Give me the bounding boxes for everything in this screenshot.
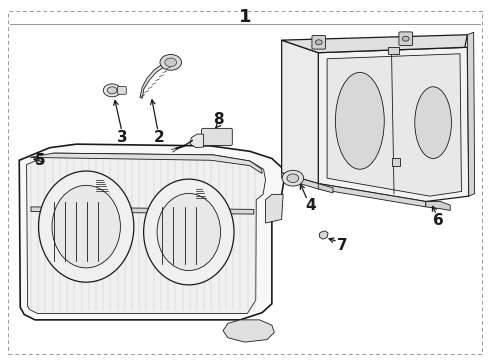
Circle shape	[402, 36, 409, 41]
Polygon shape	[282, 40, 319, 184]
FancyBboxPatch shape	[388, 47, 399, 54]
Polygon shape	[140, 62, 171, 98]
Text: 2: 2	[154, 130, 165, 145]
Circle shape	[160, 54, 181, 70]
Polygon shape	[223, 320, 274, 342]
FancyBboxPatch shape	[392, 158, 400, 166]
Ellipse shape	[39, 171, 134, 282]
Polygon shape	[467, 32, 475, 196]
Text: 6: 6	[433, 213, 443, 228]
Circle shape	[165, 58, 176, 67]
Polygon shape	[190, 134, 203, 148]
Ellipse shape	[415, 87, 451, 158]
Polygon shape	[319, 231, 328, 239]
Circle shape	[316, 40, 322, 45]
Circle shape	[282, 170, 304, 186]
Polygon shape	[318, 47, 469, 202]
Text: 1: 1	[239, 8, 251, 26]
Circle shape	[287, 174, 299, 183]
Ellipse shape	[144, 179, 234, 285]
Polygon shape	[266, 194, 283, 223]
Polygon shape	[282, 173, 426, 207]
Text: 3: 3	[117, 130, 127, 145]
Circle shape	[107, 87, 117, 94]
Ellipse shape	[52, 185, 121, 268]
Polygon shape	[19, 144, 284, 320]
Text: 4: 4	[306, 198, 316, 213]
Text: 8: 8	[213, 112, 223, 127]
Ellipse shape	[157, 193, 220, 271]
Ellipse shape	[335, 72, 384, 169]
Text: 7: 7	[338, 238, 348, 253]
Polygon shape	[30, 153, 262, 174]
Polygon shape	[31, 207, 254, 214]
FancyBboxPatch shape	[312, 36, 326, 49]
Polygon shape	[327, 54, 462, 196]
Polygon shape	[282, 35, 467, 53]
Text: 5: 5	[34, 153, 45, 168]
Polygon shape	[26, 153, 266, 314]
FancyBboxPatch shape	[118, 86, 126, 94]
Polygon shape	[318, 184, 333, 193]
FancyBboxPatch shape	[201, 129, 232, 145]
FancyBboxPatch shape	[399, 32, 413, 45]
Circle shape	[103, 84, 121, 97]
Polygon shape	[426, 202, 450, 211]
